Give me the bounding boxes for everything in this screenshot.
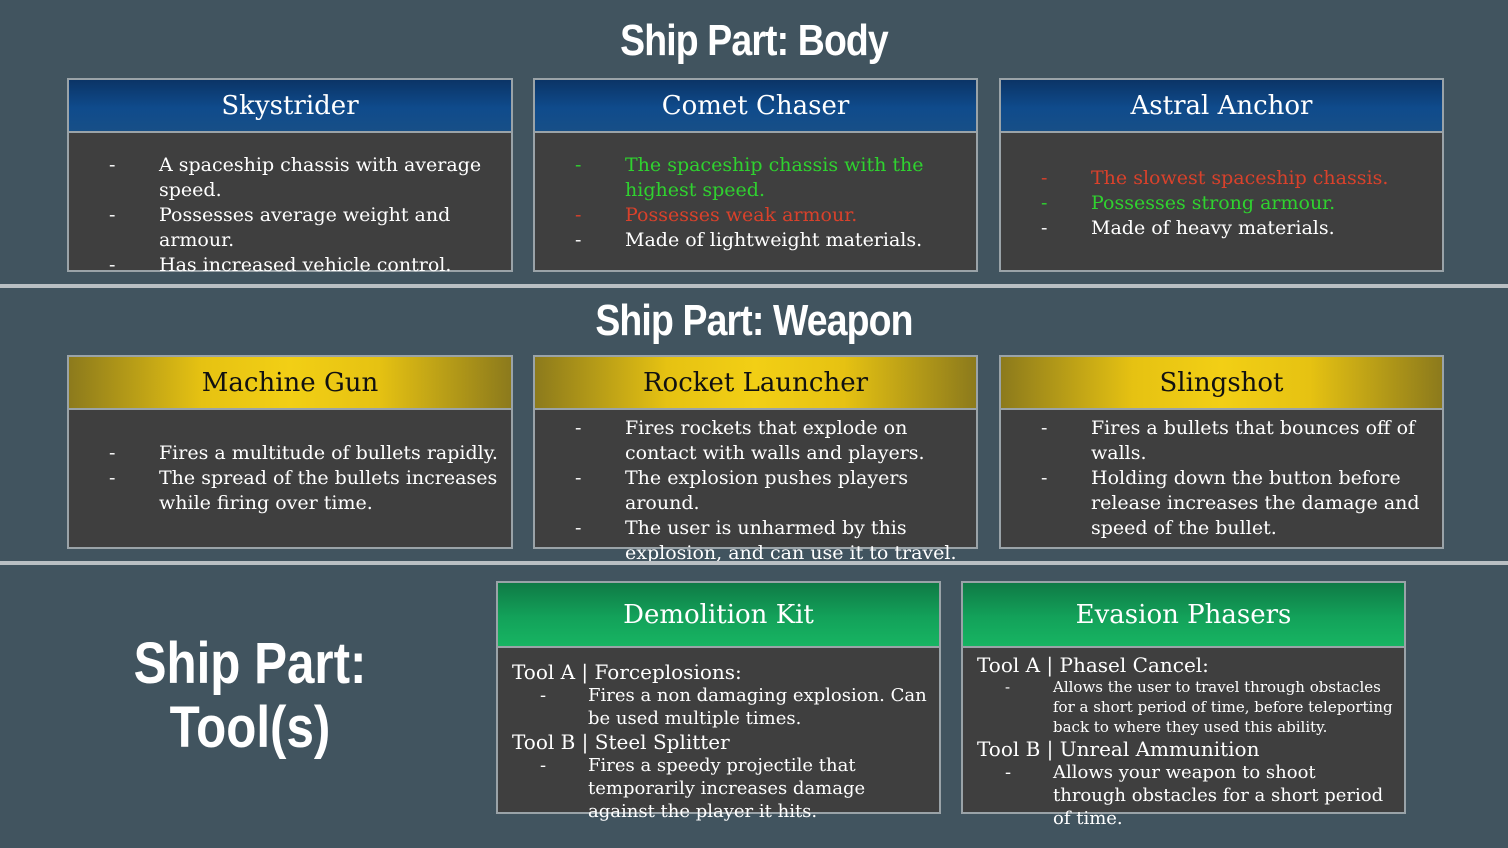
list-item: - Made of heavy materials.	[1041, 217, 1335, 239]
list-item: - Possesses strong armour.	[1041, 192, 1336, 214]
card-title: Skystrider	[69, 80, 511, 133]
weapon-card-slingshot: Slingshot - Fires a bullets that bounces …	[999, 355, 1444, 549]
card-title: Demolition Kit	[498, 583, 939, 648]
card-title: Evasion Phasers	[963, 583, 1404, 648]
body-card-astral-anchor: Astral Anchor - The slowest spaceship cha…	[999, 78, 1444, 272]
card-title: Slingshot	[1001, 357, 1442, 410]
list-item: - Fires a multitude of bullets rapidly.	[109, 442, 498, 464]
weapon-card-rocket-launcher: Rocket Launcher - Fires rockets that expl…	[533, 355, 978, 564]
card-title: Rocket Launcher	[535, 357, 976, 410]
card-title: Machine Gun	[69, 357, 511, 410]
weapon-card-machine-gun: Machine Gun - Fires a multitude of bullet…	[67, 355, 513, 549]
body-card-comet-chaser: Comet Chaser - The spaceship chassis with…	[533, 78, 978, 272]
list-item: - Possesses weak armour.	[575, 204, 858, 226]
tool-card-evasion-phasers: Evasion Phasers Tool A | Phasel Cancel: …	[961, 581, 1406, 829]
card-title: Astral Anchor	[1001, 80, 1442, 133]
list-item: - Fires rockets that explode on contact w…	[575, 417, 925, 464]
tool-a-title: Tool A | Forceplosions:	[512, 660, 742, 684]
list-item: - Fires a non damaging explosion. Can be …	[540, 685, 927, 729]
list-item: - Allows your weapon to shoot through obs…	[1005, 762, 1384, 829]
list-item: - The slowest spaceship chassis.	[1041, 167, 1389, 189]
list-item: -A spaceship chassis with average speed.	[109, 154, 482, 201]
list-item: - The spaceship chassis with the highest …	[575, 154, 924, 201]
list-item: - The user is unharmed by this explosion,…	[575, 517, 957, 564]
section-divider	[0, 561, 1508, 565]
list-item: - Fires a speedy projectile that temporar…	[540, 755, 866, 822]
tool-b-title: Tool B | Steel Splitter	[512, 730, 730, 754]
tool-card-demolition-kit: Demolition Kit Tool A | Forceplosions: -…	[496, 581, 941, 822]
list-item: - The spread of the bullets increases whi…	[109, 467, 498, 514]
body-card-skystrider: Skystrider -A spaceship chassis with ave…	[67, 78, 513, 276]
card-title: Comet Chaser	[535, 80, 976, 133]
body-section-title: Ship Part: Body	[620, 16, 889, 65]
list-item: - The explosion pushes players around.	[575, 467, 909, 514]
tool-a-title: Tool A | Phasel Cancel:	[977, 653, 1209, 677]
list-item: - Fires a bullets that bounces off of wal…	[1041, 417, 1416, 464]
list-item: - Holding down the button before release …	[1041, 467, 1420, 539]
list-item: - Allows the user to travel through obsta…	[1005, 678, 1393, 736]
tools-section-title: Ship Part: Tool(s)	[133, 631, 367, 760]
list-item: - Has increased vehicle control.	[109, 254, 452, 276]
weapon-section-title: Ship Part: Weapon	[595, 296, 913, 345]
tool-b-title: Tool B | Unreal Ammunition	[977, 737, 1260, 761]
section-divider	[0, 284, 1508, 288]
list-item: - Made of lightweight materials.	[575, 229, 923, 251]
list-item: - Possesses average weight and armour.	[109, 204, 451, 251]
